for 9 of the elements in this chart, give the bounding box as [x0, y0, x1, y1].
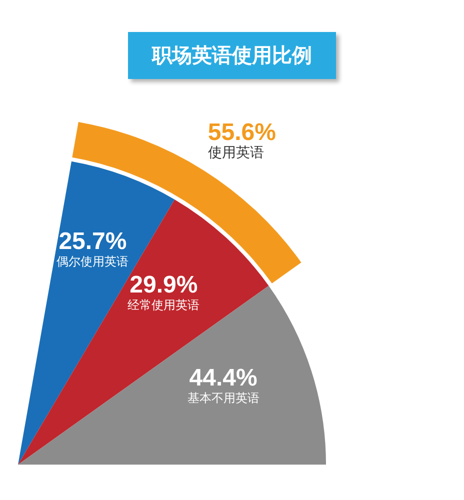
text: 使用英语 [208, 144, 265, 162]
text: 55.6% [208, 118, 276, 146]
data-label: 29.9% [130, 271, 198, 298]
data-label: 25.7% [58, 228, 127, 256]
chart-title: 职场英语使用比例 [128, 32, 336, 79]
slice-label: 偶尔使用英语 [56, 254, 129, 269]
slice-label: 经常使用英语 [128, 298, 200, 312]
data-label: 44.4% [189, 364, 258, 392]
slice-label: 基本不用英语 [187, 391, 260, 406]
